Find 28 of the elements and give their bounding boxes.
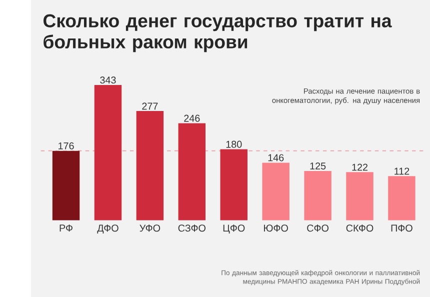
x-tick-label: РФ bbox=[60, 224, 72, 232]
x-tick-label: ДФО bbox=[97, 224, 118, 234]
data-label: 125 bbox=[310, 162, 326, 170]
data-label: 343 bbox=[100, 76, 116, 84]
bar bbox=[262, 162, 290, 220]
bar bbox=[304, 170, 332, 220]
data-label: 176 bbox=[58, 142, 74, 150]
bar bbox=[136, 111, 164, 220]
bar bbox=[346, 172, 374, 220]
x-tick-label: ЮФО bbox=[264, 224, 288, 232]
data-label: 146 bbox=[268, 154, 284, 162]
bar bbox=[388, 176, 416, 220]
bar bbox=[220, 149, 248, 220]
x-tick-label: УФО bbox=[140, 224, 160, 232]
bar bbox=[178, 123, 206, 220]
bar bbox=[52, 150, 80, 220]
x-tick-label: СКФО bbox=[346, 224, 374, 232]
chart-title: Сколько денег государство тратит на больных раком крови bbox=[44, 14, 392, 52]
x-tick-label: СЗФО bbox=[178, 224, 206, 232]
x-tick-label: СФО bbox=[307, 224, 328, 232]
data-label: 122 bbox=[352, 164, 368, 171]
x-tick-label: ПФО bbox=[391, 224, 412, 232]
data-label: 112 bbox=[394, 168, 410, 175]
data-label: 246 bbox=[184, 114, 200, 122]
data-label: 277 bbox=[142, 102, 158, 110]
bar bbox=[94, 85, 122, 220]
data-label: 180 bbox=[226, 140, 242, 148]
x-tick-label: ЦФО bbox=[223, 224, 245, 234]
